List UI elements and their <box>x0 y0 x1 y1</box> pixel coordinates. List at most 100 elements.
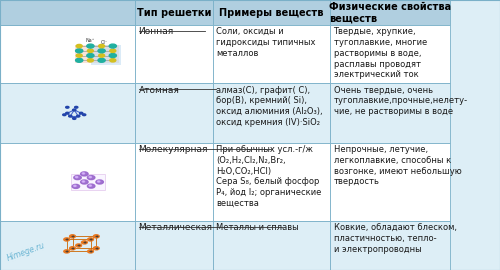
Circle shape <box>74 176 82 180</box>
Circle shape <box>110 49 116 52</box>
Circle shape <box>109 44 116 48</box>
Circle shape <box>70 235 75 238</box>
Bar <box>0 221 135 270</box>
Bar <box>212 143 330 221</box>
Circle shape <box>66 112 69 114</box>
Circle shape <box>76 54 82 57</box>
Circle shape <box>88 59 94 62</box>
Circle shape <box>82 241 87 244</box>
Circle shape <box>62 114 66 116</box>
Text: +: + <box>64 249 69 254</box>
Circle shape <box>74 185 76 187</box>
Text: +: + <box>94 246 98 251</box>
Text: +: + <box>88 237 92 242</box>
Text: Соли, оксиды и
гидроксиды типичных
металлов: Соли, оксиды и гидроксиды типичных метал… <box>216 27 316 58</box>
Text: Непрочные, летучие,
легкоплавкие, способны к
возгонке, имеют небольшую
твердость: Непрочные, летучие, легкоплавкие, способ… <box>334 145 461 186</box>
Text: Примеры веществ: Примеры веществ <box>219 8 324 18</box>
Text: +: + <box>76 243 80 248</box>
Circle shape <box>89 177 92 178</box>
Circle shape <box>76 58 83 62</box>
Bar <box>135 221 212 270</box>
Circle shape <box>76 177 78 178</box>
Circle shape <box>82 173 84 174</box>
Text: Молекулярная: Молекулярная <box>138 145 208 154</box>
Circle shape <box>80 172 88 176</box>
Circle shape <box>72 109 76 111</box>
Circle shape <box>88 184 95 188</box>
Text: Na⁺: Na⁺ <box>85 38 94 43</box>
Text: Cl⁻: Cl⁻ <box>101 40 108 45</box>
Circle shape <box>94 247 99 250</box>
Bar <box>212 221 330 270</box>
Bar <box>0 83 135 143</box>
Circle shape <box>88 250 94 253</box>
Circle shape <box>68 115 72 117</box>
Text: Очень твердые, очень
тугоплавкие,прочные,нелету-
чие, не растворимы в воде: Очень твердые, очень тугоплавкие,прочные… <box>334 86 468 116</box>
Circle shape <box>76 115 80 117</box>
Circle shape <box>110 59 116 62</box>
FancyBboxPatch shape <box>91 45 121 65</box>
Circle shape <box>76 49 83 53</box>
Text: Тип решетки: Тип решетки <box>136 8 211 18</box>
Circle shape <box>70 247 75 250</box>
Circle shape <box>64 250 70 253</box>
Text: +: + <box>94 234 98 239</box>
Bar <box>212 0 330 25</box>
Circle shape <box>76 45 82 48</box>
Text: При обычных усл.-г/ж
(O₂,H₂,Cl₂,N₂,Br₂,
H₂O,CO₂,HCl)
Сера S₈, белый фосфор
P₄, й: При обычных усл.-г/ж (O₂,H₂,Cl₂,N₂,Br₂, … <box>216 145 322 208</box>
Bar <box>330 0 450 25</box>
Text: алмаз(С), графит( С),
бор(В), кремний( Si),
оксид алюминия (Al₂O₃),
оксид кремни: алмаз(С), графит( С), бор(В), кремний( S… <box>216 86 322 127</box>
Circle shape <box>109 54 116 58</box>
Circle shape <box>64 238 70 241</box>
Text: Himege.ru: Himege.ru <box>6 241 46 263</box>
Text: Ковкие, обладают блеском,
пластичностью, тепло-
и электропроводны: Ковкие, обладают блеском, пластичностью,… <box>334 223 456 254</box>
Text: Твердые, хрупкие,
тугоплавкие, многие
растворимы в воде,
расплавы проводят
элект: Твердые, хрупкие, тугоплавкие, многие ра… <box>334 27 427 79</box>
Text: Физические свойства
веществ: Физические свойства веществ <box>329 2 451 23</box>
Text: +: + <box>70 234 74 239</box>
Text: Металлы и сплавы: Металлы и сплавы <box>216 223 299 232</box>
Bar <box>135 143 212 221</box>
Text: +: + <box>70 246 74 251</box>
Text: Атомная: Атомная <box>138 86 179 94</box>
Circle shape <box>94 235 99 238</box>
Circle shape <box>87 54 94 58</box>
Circle shape <box>98 181 100 182</box>
Bar <box>0 0 135 25</box>
FancyBboxPatch shape <box>75 45 119 63</box>
Circle shape <box>89 185 92 186</box>
Circle shape <box>96 180 104 184</box>
Bar <box>135 25 212 83</box>
Circle shape <box>88 49 94 52</box>
Circle shape <box>98 45 104 48</box>
Circle shape <box>80 112 83 114</box>
Bar <box>135 83 212 143</box>
Bar <box>330 25 450 83</box>
Text: Металлическая: Металлическая <box>138 223 212 232</box>
Bar <box>212 83 330 143</box>
Circle shape <box>72 118 76 119</box>
Circle shape <box>87 44 94 48</box>
Bar <box>212 25 330 83</box>
Text: +: + <box>88 249 92 254</box>
Circle shape <box>66 106 69 108</box>
Bar <box>330 83 450 143</box>
Circle shape <box>98 54 104 57</box>
Bar <box>330 143 450 221</box>
Circle shape <box>82 114 86 116</box>
Bar <box>135 0 212 25</box>
Text: +: + <box>82 240 86 245</box>
Bar <box>0 143 135 221</box>
Circle shape <box>74 106 78 108</box>
Circle shape <box>88 176 95 180</box>
Bar <box>330 221 450 270</box>
Circle shape <box>88 238 94 241</box>
Text: +: + <box>64 237 69 242</box>
Bar <box>0 25 135 83</box>
Circle shape <box>76 244 82 247</box>
Circle shape <box>98 49 105 53</box>
Circle shape <box>82 181 84 182</box>
FancyBboxPatch shape <box>71 174 105 190</box>
Circle shape <box>98 58 105 62</box>
Text: Ионная: Ионная <box>138 27 174 36</box>
Circle shape <box>72 184 80 188</box>
